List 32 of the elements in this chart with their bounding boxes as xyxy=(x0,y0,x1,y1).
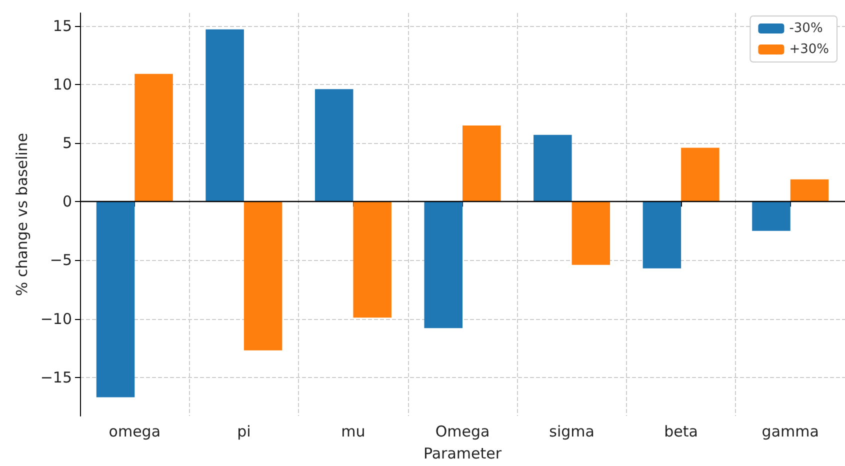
bar xyxy=(96,202,135,398)
y-tick-label: 15 xyxy=(52,16,72,35)
bar xyxy=(790,179,829,202)
x-tick-label: gamma xyxy=(762,422,819,440)
bar xyxy=(244,202,282,350)
x-tick-label: pi xyxy=(237,422,251,440)
y-tick-label: 5 xyxy=(62,134,72,152)
y-tick-label: −5 xyxy=(50,251,72,270)
x-tick-label: mu xyxy=(341,422,366,440)
bar xyxy=(424,202,462,328)
x-tick-label: beta xyxy=(664,422,698,440)
bar xyxy=(134,74,173,202)
bar xyxy=(572,202,610,265)
bar xyxy=(206,29,244,202)
x-tick-label: sigma xyxy=(549,422,594,440)
x-tick-label: Omega xyxy=(435,422,490,440)
y-tick-label: 0 xyxy=(62,192,72,211)
y-tick-label: −10 xyxy=(40,310,72,328)
bar xyxy=(642,202,682,268)
bar xyxy=(534,134,572,202)
y-axis-title: % change vs baseline xyxy=(12,132,31,296)
bar xyxy=(752,202,790,231)
y-tick-label: −15 xyxy=(40,368,72,386)
bar xyxy=(314,89,354,202)
bar xyxy=(353,202,392,318)
legend-label: +30% xyxy=(789,42,830,57)
x-axis-title: Parameter xyxy=(423,444,502,462)
legend-label: -30% xyxy=(789,21,823,36)
y-tick-label: 10 xyxy=(52,75,72,94)
bar xyxy=(462,125,501,202)
bar xyxy=(681,148,720,202)
x-tick-label: omega xyxy=(108,422,161,440)
